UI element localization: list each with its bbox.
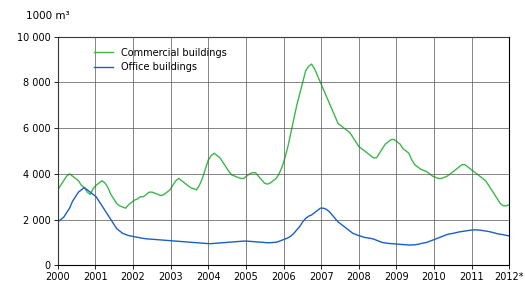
Office buildings — [506, 234, 512, 238]
Legend: Commercial buildings, Office buildings: Commercial buildings, Office buildings — [90, 44, 230, 76]
Commercial buildings — [217, 156, 223, 160]
Office buildings — [214, 241, 220, 245]
Commercial buildings — [214, 154, 220, 157]
Office buildings — [447, 232, 454, 235]
Office buildings — [394, 242, 400, 246]
Text: 1000 m³: 1000 m³ — [26, 11, 70, 21]
Commercial buildings — [447, 172, 454, 176]
Commercial buildings — [122, 206, 129, 210]
Commercial buildings — [397, 142, 403, 146]
Line: Commercial buildings: Commercial buildings — [58, 64, 509, 208]
Office buildings — [406, 243, 412, 247]
Office buildings — [217, 241, 223, 245]
Commercial buildings — [55, 188, 61, 192]
Line: Office buildings: Office buildings — [58, 188, 509, 245]
Commercial buildings — [429, 174, 436, 178]
Office buildings — [81, 186, 88, 189]
Office buildings — [429, 239, 436, 242]
Office buildings — [55, 220, 61, 224]
Commercial buildings — [346, 131, 353, 135]
Commercial buildings — [506, 203, 512, 206]
Commercial buildings — [308, 62, 314, 66]
Office buildings — [344, 227, 350, 231]
